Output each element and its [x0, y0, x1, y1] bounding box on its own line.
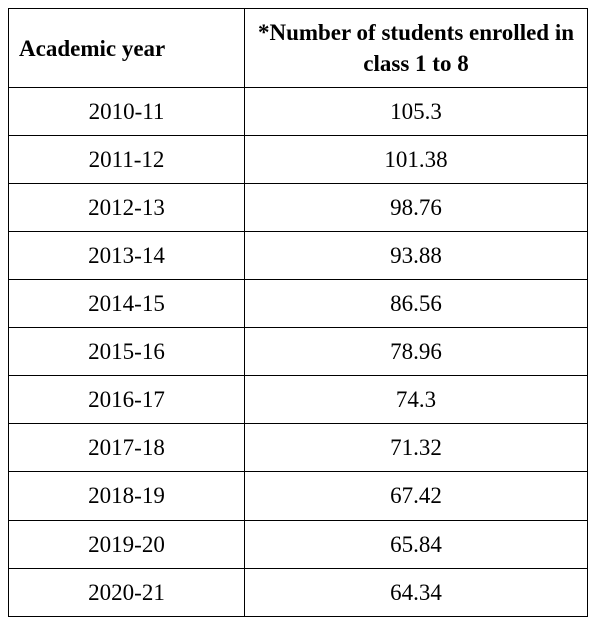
table-row: 2014-1586.56: [9, 280, 588, 328]
cell-academic-year: 2011-12: [9, 136, 245, 184]
table-row: 2018-1967.42: [9, 472, 588, 520]
cell-students-enrolled: 93.88: [245, 232, 588, 280]
table-row: 2017-1871.32: [9, 424, 588, 472]
cell-students-enrolled: 86.56: [245, 280, 588, 328]
cell-academic-year: 2016-17: [9, 376, 245, 424]
enrollment-table: Academic year *Number of students enroll…: [8, 8, 588, 617]
table-header-row: Academic year *Number of students enroll…: [9, 9, 588, 88]
cell-students-enrolled: 65.84: [245, 520, 588, 568]
cell-students-enrolled: 71.32: [245, 424, 588, 472]
cell-academic-year: 2014-15: [9, 280, 245, 328]
cell-students-enrolled: 78.96: [245, 328, 588, 376]
table-row: 2013-1493.88: [9, 232, 588, 280]
table-row: 2020-2164.34: [9, 568, 588, 616]
table-row: 2010-11105.3: [9, 88, 588, 136]
table-body: 2010-11105.32011-12101.382012-1398.76201…: [9, 88, 588, 617]
cell-academic-year: 2020-21: [9, 568, 245, 616]
table-row: 2016-1774.3: [9, 376, 588, 424]
table-row: 2019-2065.84: [9, 520, 588, 568]
cell-students-enrolled: 67.42: [245, 472, 588, 520]
table-row: 2012-1398.76: [9, 184, 588, 232]
cell-students-enrolled: 101.38: [245, 136, 588, 184]
table-row: 2015-1678.96: [9, 328, 588, 376]
cell-academic-year: 2010-11: [9, 88, 245, 136]
cell-students-enrolled: 105.3: [245, 88, 588, 136]
cell-academic-year: 2018-19: [9, 472, 245, 520]
cell-academic-year: 2019-20: [9, 520, 245, 568]
column-header-academic-year: Academic year: [9, 9, 245, 88]
cell-academic-year: 2017-18: [9, 424, 245, 472]
cell-academic-year: 2013-14: [9, 232, 245, 280]
cell-students-enrolled: 98.76: [245, 184, 588, 232]
cell-academic-year: 2012-13: [9, 184, 245, 232]
cell-students-enrolled: 74.3: [245, 376, 588, 424]
cell-academic-year: 2015-16: [9, 328, 245, 376]
table-row: 2011-12101.38: [9, 136, 588, 184]
column-header-students-enrolled: *Number of students enrolled in class 1 …: [245, 9, 588, 88]
cell-students-enrolled: 64.34: [245, 568, 588, 616]
